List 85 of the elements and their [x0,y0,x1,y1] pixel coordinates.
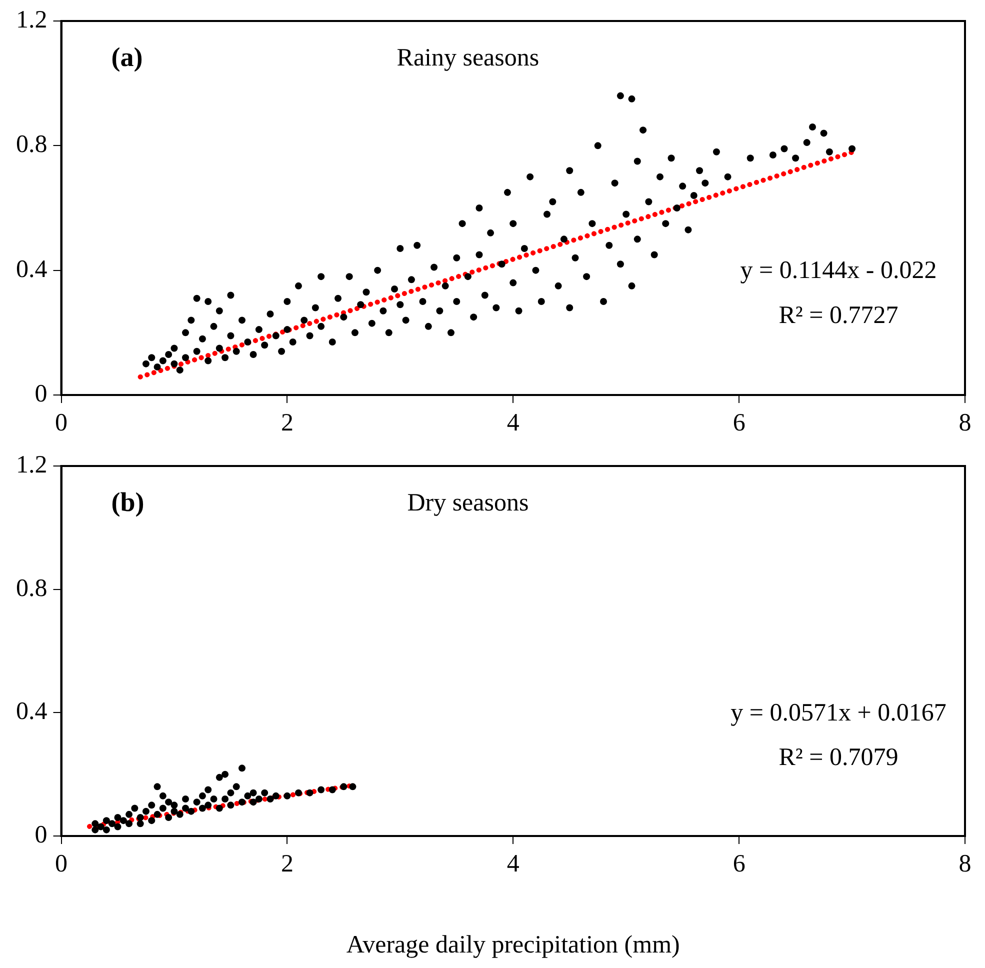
y-tick-label: 0 [34,380,48,408]
point [255,796,262,802]
point [261,789,268,796]
point [170,802,178,809]
point [198,804,206,812]
x-tick-label: 4 [506,850,520,878]
y-tick-label: 0 [34,822,48,849]
point [250,798,257,806]
point [188,808,195,815]
point [114,823,122,830]
point [204,802,212,809]
point [142,808,150,815]
point [165,814,172,821]
point [306,789,314,796]
point [244,792,252,800]
point [97,823,104,830]
x-axis-title: Average daily precipitation (mm) [346,932,680,959]
x-tick-label: 2 [280,850,294,878]
point [136,814,144,821]
point [227,802,234,809]
point [266,796,274,802]
point [238,764,246,772]
x-tick-label: 6 [732,850,746,878]
x-tick-label: 4 [506,410,520,437]
point [154,810,161,818]
point [210,796,218,802]
point [294,789,302,796]
point [222,796,229,802]
point [126,810,133,818]
point [349,783,356,790]
annotation: y = 0.1144x - 0.022 [740,257,937,284]
point [108,820,116,828]
annotation: y = 0.0571x + 0.0167 [730,699,946,726]
text: Rainy seasons [396,44,540,72]
point [159,792,166,800]
point [272,792,280,800]
point [182,804,190,812]
point [148,802,156,809]
point [198,792,206,800]
point [182,796,190,802]
point [159,804,166,812]
x-tick-label: 0 [55,410,68,437]
y-tick-label: 1.2 [16,452,48,479]
point [227,789,234,796]
point [238,798,246,806]
annotation: R² = 0.7079 [778,744,898,771]
point [102,826,110,834]
point [176,810,184,818]
x-tick-label: 8 [958,410,972,437]
point [222,770,229,778]
point [170,808,178,815]
y-tick-label: 0.8 [16,131,48,158]
point [92,826,99,834]
text: Dry seasons [407,490,529,517]
point [120,817,127,824]
point [148,817,156,824]
point [136,820,144,828]
point [216,774,223,781]
annotation: (b) [111,486,144,517]
annotation: R² = 0.7727 [778,302,898,330]
point [250,789,257,796]
point [92,820,99,828]
point [114,814,122,821]
point [318,786,325,794]
y-tick-label: 0.4 [16,698,48,726]
point [165,798,172,806]
point [216,804,223,812]
annotation: (a) [111,42,143,72]
x-tick-label: 8 [958,850,972,878]
point [340,783,348,790]
y-tick-label: 0.8 [16,574,48,602]
point [102,817,110,824]
point [154,783,161,790]
y-tick-label: 1.2 [16,6,48,34]
point [131,804,138,812]
x-tick-label: 2 [280,410,294,437]
point [328,786,336,794]
point [284,792,291,800]
y-tick-label: 0.4 [16,256,48,283]
point [232,783,240,790]
point [126,820,133,828]
point [204,786,212,794]
x-tick-label: 6 [732,410,746,437]
x-tick-label: 0 [55,850,68,878]
point [193,798,200,806]
